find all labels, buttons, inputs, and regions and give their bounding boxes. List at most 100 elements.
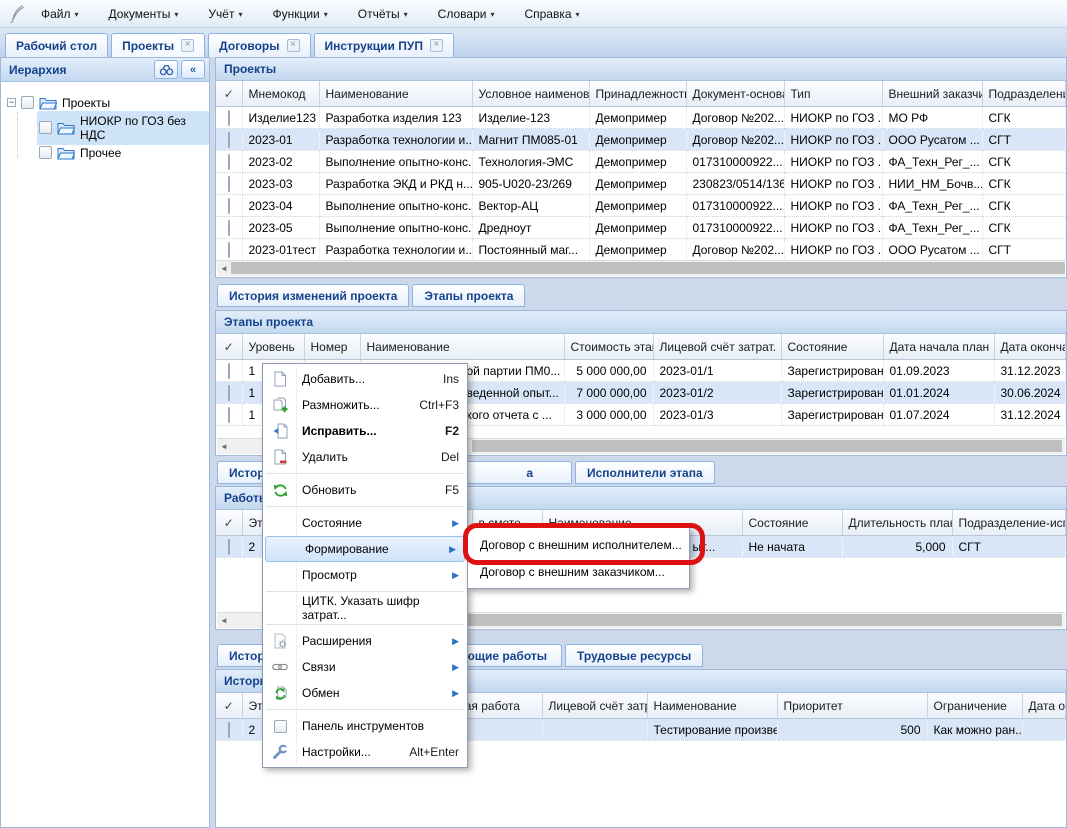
close-icon[interactable]: ×	[286, 39, 300, 52]
search-button[interactable]	[154, 60, 178, 79]
menu-reports[interactable]: Отчёты ▾	[357, 6, 408, 21]
scroll-left-icon[interactable]: ◄	[220, 442, 228, 451]
column-header[interactable]: Уровень	[242, 334, 305, 360]
tree-checkbox[interactable]	[39, 121, 52, 134]
tab-stage-executors[interactable]: Исполнители этапа	[575, 461, 715, 484]
cell-checkbox[interactable]	[216, 216, 243, 239]
menu-item-extensions[interactable]: Расширения ▶	[263, 628, 467, 654]
cell-checkbox[interactable]	[216, 535, 243, 558]
column-header[interactable]: Тип	[784, 81, 883, 107]
submenu-item-external-executor-contract[interactable]: Договор с внешним исполнителем...	[480, 537, 682, 552]
menu-documents[interactable]: Документы ▾	[108, 6, 179, 21]
menu-accounting[interactable]: Учёт ▾	[208, 6, 243, 21]
close-icon[interactable]: ×	[429, 39, 443, 52]
column-header[interactable]: Состояние	[742, 510, 843, 536]
column-header[interactable]: Стоимость этапа	[564, 334, 654, 360]
column-header[interactable]: Лицевой счёт затр	[542, 693, 648, 719]
select-all-header[interactable]: ✓	[216, 334, 243, 360]
collapse-node-icon[interactable]: −	[7, 97, 16, 107]
cell: МО РФ	[882, 106, 983, 129]
table-row[interactable]: Изделие123 Разработка изделия 123 Изделие-…	[216, 106, 1066, 129]
column-header[interactable]: Мнемокод	[242, 81, 320, 107]
cell-checkbox[interactable]	[216, 403, 243, 426]
menu-item-settings[interactable]: Настройки... Alt+Enter	[263, 739, 467, 765]
cell-checkbox[interactable]	[216, 359, 243, 382]
column-header-sorted[interactable]: Длительность план▼	[842, 510, 953, 536]
submenu-item-external-customer-contract[interactable]: Договор с внешним заказчиком...	[480, 564, 665, 579]
column-header[interactable]: Наименование	[319, 81, 473, 107]
select-all-header[interactable]: ✓	[216, 693, 243, 719]
column-header[interactable]: Ограничение	[927, 693, 1023, 719]
tree-item-other[interactable]: Прочее	[37, 140, 209, 165]
scroll-left-icon[interactable]: ◄	[220, 264, 228, 273]
column-header[interactable]: Наименование	[360, 334, 565, 360]
column-header[interactable]: Дата окончани	[994, 334, 1066, 360]
column-header[interactable]: Подразделение	[982, 81, 1066, 107]
menu-dictionaries[interactable]: Словари ▾	[437, 6, 495, 21]
cell-checkbox[interactable]	[216, 238, 243, 261]
select-all-header[interactable]: ✓	[216, 510, 243, 536]
tree-checkbox[interactable]	[21, 96, 34, 109]
menu-item-duplicate[interactable]: Размножить... Ctrl+F3	[263, 392, 467, 418]
folder-open-icon	[39, 96, 57, 110]
column-header[interactable]: Состояние	[781, 334, 884, 360]
column-header[interactable]: Внешний заказчик	[882, 81, 983, 107]
menu-item-state[interactable]: Состояние ▶	[302, 516, 459, 530]
column-header[interactable]: Приоритет	[777, 693, 928, 719]
cell-checkbox[interactable]	[216, 172, 243, 195]
tree-checkbox[interactable]	[39, 146, 52, 159]
tab-desktop[interactable]: Рабочий стол	[5, 33, 109, 57]
menu-functions[interactable]: Функции ▾	[272, 6, 328, 21]
tree-item-projects[interactable]: − Проекты	[7, 90, 209, 115]
column-header[interactable]: Лицевой счёт затрат.	[653, 334, 782, 360]
horizontal-scrollbar[interactable]: ◄	[217, 260, 1065, 276]
tab-labor-resources[interactable]: Трудовые ресурсы	[565, 644, 704, 667]
menu-item-toolbar-toggle[interactable]: Панель инструментов	[263, 713, 467, 739]
cell-checkbox[interactable]	[216, 194, 243, 217]
column-header[interactable]: Дата ограничен	[1022, 693, 1066, 719]
tab-instructions-pup[interactable]: Инструкции ПУП ×	[313, 33, 454, 57]
column-header[interactable]: Условное наименова	[472, 81, 590, 107]
cell: Договор №202...	[686, 128, 785, 151]
close-icon[interactable]: ×	[181, 39, 195, 52]
cell-checkbox[interactable]	[216, 718, 243, 741]
menu-file[interactable]: Файл ▾	[41, 6, 79, 21]
tab-projects[interactable]: Проекты ×	[111, 33, 206, 57]
scrollbar-thumb[interactable]	[472, 440, 1062, 452]
table-row[interactable]: 2023-01тест Разработка технологии и... Пос…	[216, 238, 1066, 261]
menu-item-view[interactable]: Просмотр ▶	[302, 568, 459, 582]
column-header[interactable]: Наименование	[647, 693, 778, 719]
menu-item-delete[interactable]: Удалить Del	[263, 444, 467, 470]
cell-checkbox[interactable]	[216, 128, 243, 151]
tab-contracts[interactable]: Договоры ×	[208, 33, 311, 57]
menu-help[interactable]: Справка ▾	[524, 6, 580, 21]
scrollbar-thumb[interactable]	[450, 614, 1062, 626]
cell-checkbox[interactable]	[216, 106, 243, 129]
table-row-selected[interactable]: 2023-01 Разработка технологии и... Магнит …	[216, 128, 1066, 151]
table-row[interactable]: 2023-04 Выполнение опытно-конс... Вектор-А…	[216, 194, 1066, 217]
scroll-left-icon[interactable]: ◄	[220, 616, 228, 625]
tree-item-niokr[interactable]: НИОКР по ГОЗ без НДС	[37, 110, 209, 145]
tab-project-stages[interactable]: Этапы проекта	[412, 284, 526, 307]
tab-project-history[interactable]: История изменений проекта	[217, 284, 410, 307]
table-row[interactable]: 2023-02 Выполнение опытно-конс... Технолог…	[216, 150, 1066, 173]
menu-item-exchange[interactable]: Обмен ▶	[263, 680, 467, 706]
table-row[interactable]: 2023-05 Выполнение опытно-конс... Дредноут…	[216, 216, 1066, 239]
menu-item-citk-cost-code[interactable]: ЦИТК. Указать шифр затрат...	[302, 594, 420, 622]
cell-checkbox[interactable]	[216, 381, 243, 404]
column-header[interactable]: Принадлежность	[589, 81, 687, 107]
cell-checkbox[interactable]	[216, 150, 243, 173]
column-header[interactable]: Документ-основан	[686, 81, 785, 107]
column-header[interactable]: Дата начала план	[883, 334, 995, 360]
collapse-panel-button[interactable]: «	[181, 60, 205, 79]
menu-item-links[interactable]: Связи ▶	[263, 654, 467, 680]
menu-item-refresh[interactable]: Обновить F5	[263, 477, 467, 503]
select-all-header[interactable]: ✓	[216, 81, 243, 107]
scrollbar-thumb[interactable]	[231, 262, 1065, 274]
menu-item-edit[interactable]: Исправить... F2	[263, 418, 467, 444]
column-header[interactable]: Номер	[304, 334, 361, 360]
table-row[interactable]: 2023-03 Разработка ЭКД и РКД н... 905-U020…	[216, 172, 1066, 195]
column-header[interactable]: Подразделение-испо	[952, 510, 1066, 536]
menu-item-add[interactable]: Добавить... Ins	[263, 366, 467, 392]
menu-item-formation[interactable]: Формирование ▶	[265, 536, 465, 562]
